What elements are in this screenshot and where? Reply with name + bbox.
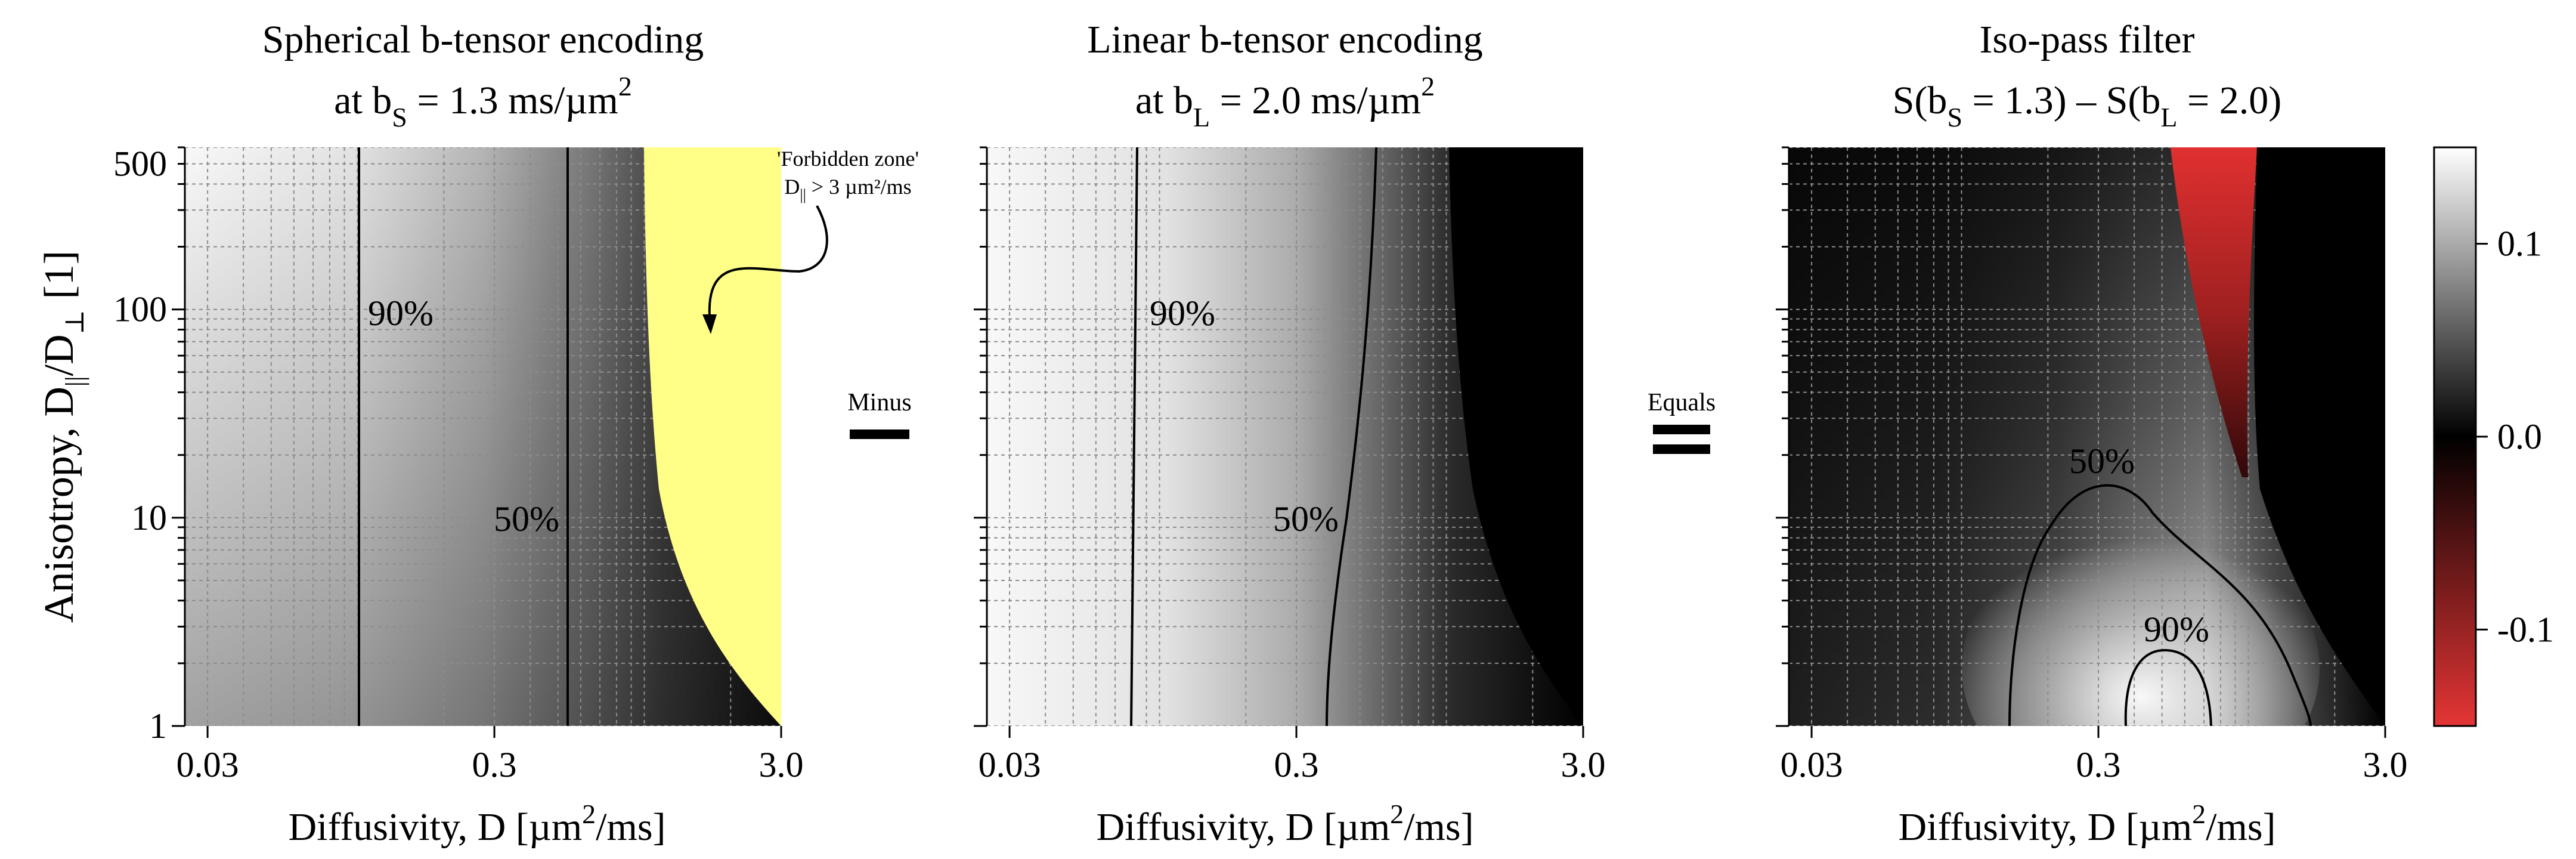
panel2-title-line2: at bL = 2.0 ms/µm2 [1135,71,1435,132]
panel3-contour-50 [2008,484,2312,726]
panel2-x-ticks: 0.03 0.3 3.0 [979,726,1606,784]
forbidden-zone-label: 'Forbidden zone' D|| > 3 µm²/ms [702,147,919,334]
colorbar-gradient [2433,146,2477,727]
panel3-dark-region [2254,147,2385,726]
equals-sign-top [1653,425,1710,434]
minus-sign [850,430,909,439]
colorbar: 0.1 0.0 -0.1 [2433,146,2554,727]
x-tick-label: 0.03 [1781,745,1843,784]
x-tick-label: 0.3 [472,745,517,784]
panel1-title-line1: Spherical b-tensor encoding [262,18,704,61]
panel2-contour-90 [1130,147,1138,726]
colorbar-tick-label: 0.1 [2497,224,2542,264]
x-tick-label: 0.3 [1274,745,1319,784]
x-tick-label: 0.3 [2076,745,2121,784]
panel2-contour-50 [1326,147,1377,726]
panel1-contour-label-50: 50% [494,499,559,539]
panel-spherical: Spherical b-tensor encoding at bS = 1.3 … [36,18,919,849]
panel1-contour-label-90: 90% [368,293,434,333]
minus-operator: Minus [847,389,912,439]
panel3-contour-label-90: 90% [2144,610,2209,649]
x-tick-label: 0.03 [177,745,239,784]
colorbar-tick-label: -0.1 [2497,610,2554,649]
panel1-plot [185,147,781,726]
forbidden-zone [644,147,781,726]
equals-sign-bottom [1653,444,1710,454]
panel2-x-label: Diffusivity, D [µm2/ms] [1096,799,1473,849]
colorbar-tick-label: 0.0 [2497,417,2542,456]
panel3-negative-region [2171,147,2257,477]
panel2-title-line1: Linear b-tensor encoding [1087,18,1482,61]
forbidden-zone-arrow [708,205,828,317]
y-tick-label: 500 [113,144,167,184]
panel3-contour-label-50: 50% [2069,441,2135,481]
panel3-x-ticks: 0.03 0.3 3.0 [1781,726,2408,784]
panel2-contour-label-90: 90% [1150,293,1215,333]
panel-linear: Linear b-tensor encoding at bL = 2.0 ms/… [974,18,1606,849]
panel3-title-line2: S(bS = 1.3) – S(bL = 2.0) [1893,79,2281,132]
panel2-dark-region [1449,147,1583,726]
equals-label: Equals [1648,389,1716,416]
x-tick-label: 0.03 [979,745,1041,784]
panel3-x-label: Diffusivity, D [µm2/ms] [1898,799,2275,849]
panel2-contour-label-50: 50% [1273,499,1339,539]
panel1-title-line2: at bS = 1.3 ms/µm2 [334,71,632,132]
x-tick-label: 3.0 [759,745,804,784]
panel3-y-ticks [1776,146,1789,727]
y-tick-label: 10 [131,498,167,537]
panel3-bright-lobe [1962,525,2320,726]
panel3-contour-90 [2124,648,2212,726]
colorbar-ticks: 0.1 0.0 -0.1 [2476,224,2554,649]
forbidden-zone-title: 'Forbidden zone' [777,147,919,171]
x-tick-label: 3.0 [2363,745,2408,784]
panel1-x-ticks: 0.03 0.3 3.0 [177,726,804,784]
panel3-title-line1: Iso-pass filter [1979,18,2194,61]
panel-iso-pass: Iso-pass filter S(bS = 1.3) – S(bL = 2.0… [1776,18,2408,849]
x-tick-label: 3.0 [1561,745,1606,784]
panel3-plot [1789,147,2385,726]
forbidden-zone-arrowhead [702,314,717,334]
panel1-y-label: Anisotropy, D||/D⊥ [1] [36,251,89,623]
panel1-x-label: Diffusivity, D [µm2/ms] [288,799,665,849]
equals-operator: Equals [1648,389,1716,454]
forbidden-zone-condition: D|| > 3 µm²/ms [784,175,911,203]
panel2-y-ticks [974,146,987,727]
minus-label: Minus [847,389,911,416]
y-tick-label: 1 [149,706,167,746]
panel1-y-ticks: 1 10 100 500 [113,144,185,746]
panel2-plot [987,147,1583,726]
y-tick-label: 100 [113,290,167,329]
